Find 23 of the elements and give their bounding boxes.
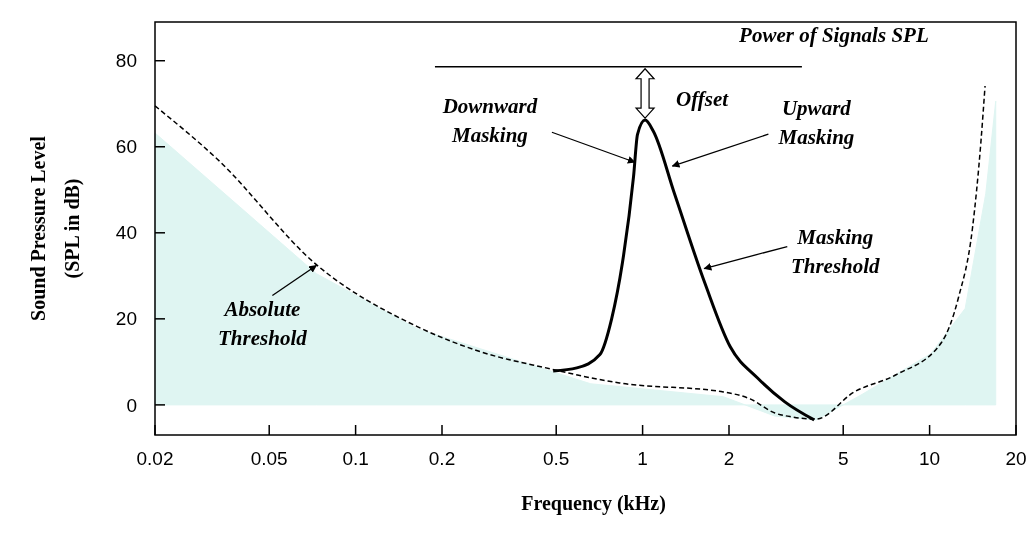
x-axis-title: Frequency (kHz) (521, 492, 666, 515)
annotation: Upward Masking (777, 96, 855, 150)
x-tick-label: 10 (919, 448, 941, 469)
x-tick-label: 5 (837, 448, 849, 469)
x-tick-label: 0.2 (428, 448, 456, 469)
annotation: Downward Masking (441, 94, 538, 148)
x-tick-label: 0.1 (342, 448, 369, 469)
y-tick-label: 0 (126, 394, 137, 416)
x-tick-label: 2 (723, 448, 735, 469)
y-tick-label: 40 (115, 222, 137, 244)
y-tick-label: 80 (115, 50, 137, 72)
y-tick-label: 20 (115, 308, 137, 330)
y-axis-title: Sound Pressure Level (SPL in dB) (27, 135, 84, 321)
annotation: Absolute Threshold (218, 297, 308, 351)
x-tick-label: 0.5 (543, 448, 570, 469)
x-tick-label: 1 (637, 448, 648, 469)
annotation: Power of Signals SPL (738, 22, 929, 47)
x-tick-label: 0.02 (136, 448, 174, 469)
annotation: Masking Threshold (790, 224, 881, 278)
x-tick-label: 0.05 (250, 448, 288, 469)
x-tick-label: 20 (1005, 448, 1027, 469)
annotation: Offset (676, 87, 730, 112)
y-tick-label: 60 (115, 136, 137, 158)
